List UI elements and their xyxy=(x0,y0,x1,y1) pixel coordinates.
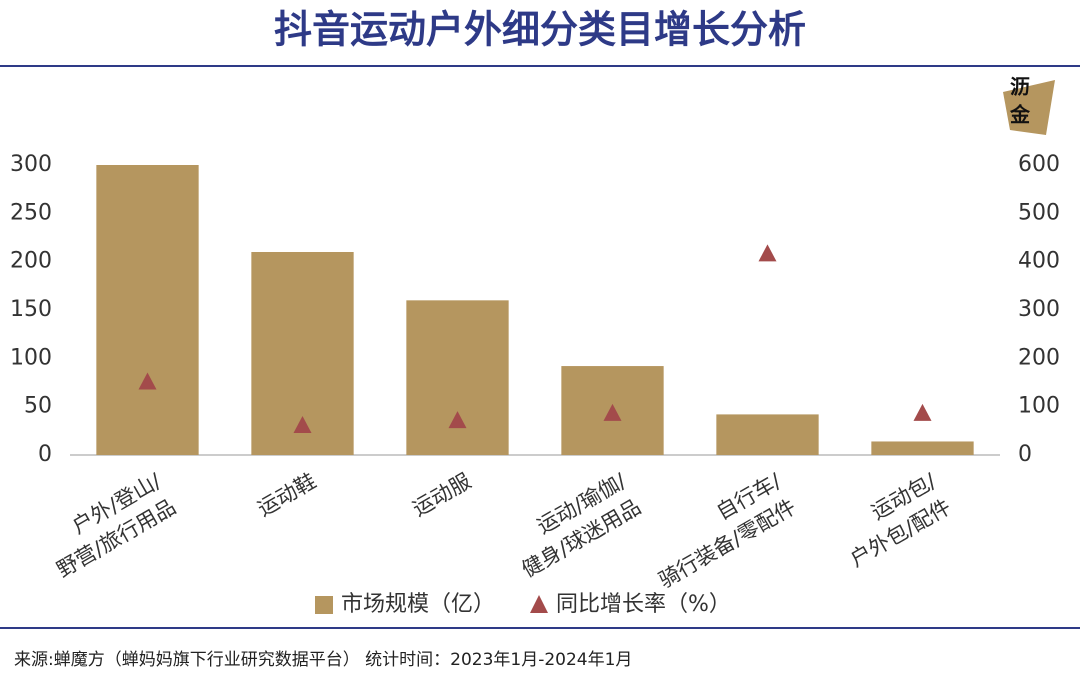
y2-tick-label: 500 xyxy=(1018,200,1060,225)
triangle-marker xyxy=(603,403,622,421)
y2-tick-label: 300 xyxy=(1018,297,1060,322)
footer: 来源:蝉魔方（蝉妈妈旗下行业研究数据平台） 统计时间：2023年1月-2024年… xyxy=(14,650,632,670)
logo-shape xyxy=(1003,80,1055,135)
legend-label: 市场规模（亿） xyxy=(341,592,495,617)
y-tick-label: 300 xyxy=(10,152,52,177)
x-tick-label-line: 运动服 xyxy=(408,469,475,521)
y2-tick-label: 100 xyxy=(1018,394,1060,419)
y2-tick-label: 600 xyxy=(1018,152,1060,177)
x-tick-label: 运动服 xyxy=(408,469,475,521)
y-tick-label: 50 xyxy=(24,394,52,419)
legend-swatch xyxy=(315,596,333,614)
x-tick-label: 运动包/户外包/配件 xyxy=(846,468,955,571)
triangle-marker xyxy=(293,416,312,433)
legend-label: 同比增长率（%） xyxy=(556,592,731,617)
x-tick-label: 户外/登山/野营/旅行用品 xyxy=(53,468,180,582)
y-tick-label: 150 xyxy=(10,297,52,322)
y2-tick-label: 400 xyxy=(1018,249,1060,274)
triangle-marker xyxy=(758,244,777,262)
bar xyxy=(96,165,199,455)
triangle-marker xyxy=(448,411,467,429)
x-tick-label-line: 运动鞋 xyxy=(253,469,320,521)
triangle-marker xyxy=(913,403,932,421)
y-tick-label: 0 xyxy=(38,442,52,467)
triangle-marker xyxy=(138,372,157,390)
bar xyxy=(716,414,819,455)
x-tick-label: 运动/瑜伽/健身/球迷用品 xyxy=(518,468,645,582)
y-tick-label: 200 xyxy=(10,249,52,274)
bar xyxy=(871,441,974,455)
y2-tick-label: 0 xyxy=(1018,442,1032,467)
y-tick-label: 100 xyxy=(10,345,52,370)
legend-swatch xyxy=(530,595,548,613)
logo-text: 金 xyxy=(1009,103,1031,127)
x-tick-label: 运动鞋 xyxy=(253,469,320,521)
y2-tick-label: 200 xyxy=(1018,345,1060,370)
logo-text: 沥 xyxy=(1010,75,1030,99)
bar xyxy=(406,300,509,455)
chart-title: 抖音运动户外细分类目增长分析 xyxy=(274,8,806,52)
x-tick-label: 自行车/骑行装备/零配件 xyxy=(655,468,800,592)
y-tick-label: 250 xyxy=(10,200,52,225)
